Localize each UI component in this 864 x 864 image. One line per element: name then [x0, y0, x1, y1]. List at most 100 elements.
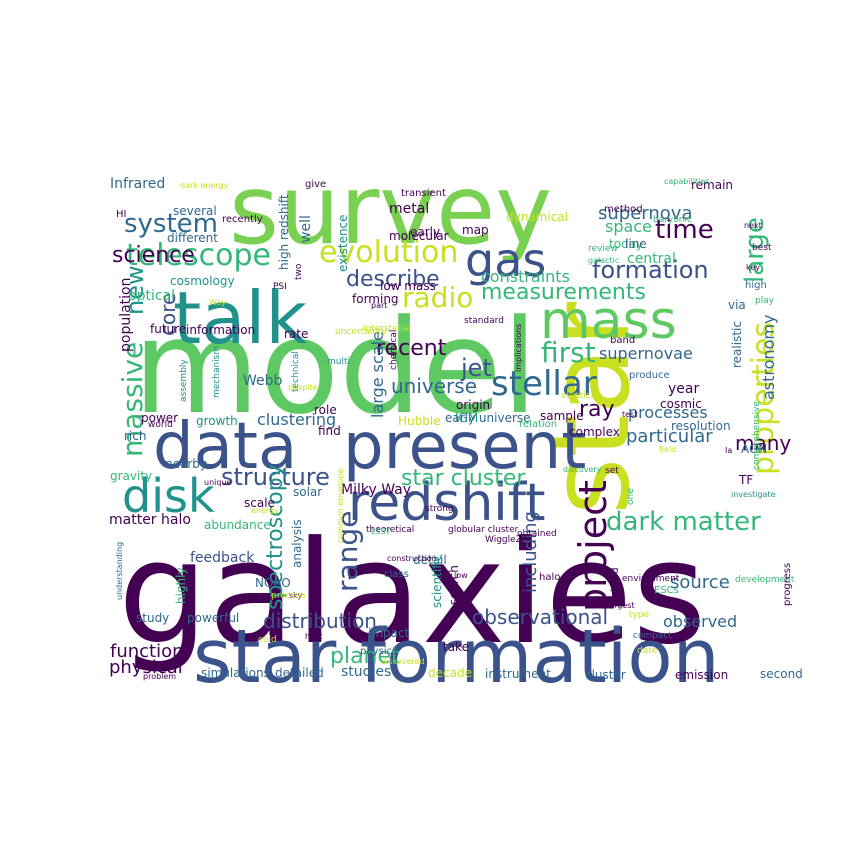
word-future: future [150, 322, 186, 336]
word-studies: studies [341, 664, 391, 680]
word-telescope: telescope [126, 238, 271, 273]
word-model: model [133, 291, 538, 443]
word-large-scale: large scale [368, 331, 387, 418]
word-role: role [314, 403, 337, 417]
word-understanding: understanding [115, 542, 124, 600]
word-world: world [148, 420, 173, 430]
word-investigate: investigate [731, 490, 776, 499]
word-give: give [305, 179, 326, 190]
word-ia: Ia [725, 446, 732, 455]
word-decade: decade [428, 666, 472, 680]
word-star-cluster: star cluster [401, 466, 526, 491]
word-planet: planet [330, 644, 400, 669]
word-sample: sample [540, 409, 584, 423]
word-universe: universe [391, 374, 477, 398]
word-large: large [740, 217, 770, 283]
word-abundance: abundance [204, 518, 271, 532]
word-analysis: analysis [290, 519, 304, 568]
word-time: time [655, 215, 714, 245]
word-cluster: cluster [585, 668, 626, 682]
word-psi: PSI [273, 282, 287, 292]
word-discovered: discovered [381, 657, 425, 666]
word-date: date [637, 646, 658, 656]
word-recently: recently [222, 214, 263, 225]
word-field: field [659, 445, 676, 454]
word-formation: formation [592, 256, 709, 284]
word-structure: structure [221, 463, 330, 491]
word-baryonic: baryonic [653, 215, 692, 225]
word-produce: produce [629, 370, 670, 381]
word-population: population [118, 278, 134, 353]
word-system: system [124, 209, 218, 239]
word-disk: disk [122, 469, 215, 523]
word-agn: AGN [741, 442, 767, 456]
word-gravity: gravity [110, 469, 152, 483]
word-today: today [609, 237, 643, 251]
word-search: search [447, 565, 461, 605]
word-talk: talk [173, 276, 307, 360]
word-function: function [110, 641, 184, 662]
word-process: process [271, 591, 306, 601]
word-strong: strong [425, 504, 454, 514]
word-dark-matter: dark matter [606, 507, 761, 537]
word-different: different [167, 231, 218, 245]
word-key: key [746, 263, 760, 272]
word-scientific: scientific [430, 555, 444, 608]
word-present: present [343, 410, 586, 484]
word-lsst: LSST [371, 527, 391, 536]
word-detailed: detailed [275, 666, 324, 680]
word-jet: jet [460, 354, 492, 382]
word-complex: complex [569, 425, 620, 439]
word-one: one [626, 488, 636, 505]
word-powerful: powerful [187, 611, 239, 625]
word-remain: remain [691, 178, 733, 192]
word-particular: particular [626, 426, 713, 447]
word-map: map [462, 223, 489, 237]
word-construction: construction [387, 554, 437, 563]
word-study: study [136, 611, 169, 625]
word-type: type [629, 610, 650, 620]
word-gas: gas [465, 233, 546, 287]
word-supernova: supernova [598, 203, 692, 224]
word-unique: unique [204, 478, 232, 487]
word-optical: optical [128, 288, 175, 304]
word-host: host [305, 632, 322, 641]
word-measurements: measurements [481, 280, 646, 305]
word-play: play [755, 296, 775, 306]
word-simulations: simulations [201, 666, 270, 680]
word-largest: largest [607, 601, 635, 610]
word-low: low [454, 571, 468, 580]
word-build: build [610, 567, 621, 592]
word-uncertainty: uncertainty [335, 327, 387, 337]
word-obtained: obtained [517, 529, 557, 539]
word-assembly: assembly [179, 359, 189, 402]
word-find: find [318, 424, 341, 438]
word-halo: halo [539, 572, 560, 583]
word-rich: rich [124, 429, 146, 443]
word-massive: massive [116, 342, 149, 457]
word-escs: ESCs [654, 585, 679, 596]
word-central: central [627, 251, 676, 267]
word-instrument: instrument [485, 667, 551, 681]
word-metal: metal [389, 201, 429, 217]
word-year: year [668, 381, 699, 397]
word-radio: radio [402, 281, 473, 314]
word-emission: emission [675, 668, 728, 682]
word-tf: TF [738, 473, 753, 487]
word-new: new [121, 265, 149, 315]
word-problem: problem [143, 672, 176, 681]
word-star: star [526, 301, 654, 515]
word-survey: survey [229, 154, 552, 266]
word-line: line [625, 237, 647, 251]
word-cosmic: cosmic [660, 397, 702, 411]
word-describe: describe [346, 267, 440, 292]
word-constraints: constraints [481, 267, 570, 286]
word-space: space [605, 217, 652, 236]
word-high: high [745, 280, 767, 291]
word-information: information [186, 323, 255, 337]
word-elliptical: elliptical [561, 391, 599, 401]
word-globular-cluster: globular cluster [448, 525, 519, 535]
word-evolution: evolution [319, 235, 458, 270]
word-wigglez: WiggleZ [485, 535, 522, 545]
